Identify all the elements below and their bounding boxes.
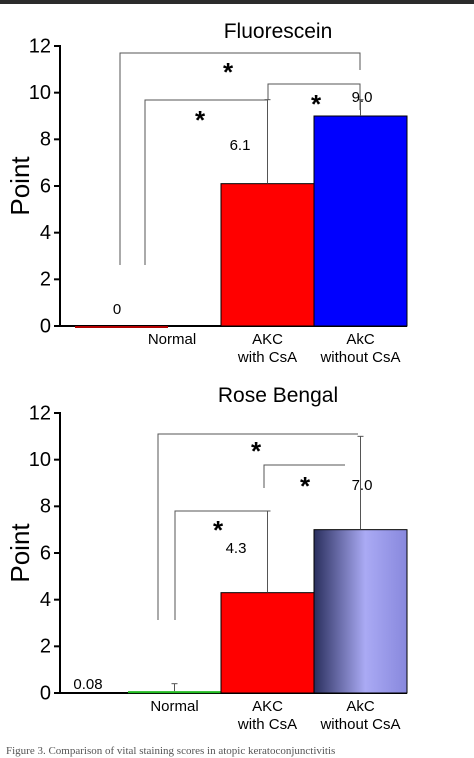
y-tick-label: 2 xyxy=(40,269,51,291)
significance-bracket xyxy=(263,464,345,488)
bar xyxy=(128,691,221,694)
y-tick-label: 12 xyxy=(29,35,51,57)
y-tick-label: 2 xyxy=(40,636,51,658)
fluorescein-chart: Fluorescein Point 0 2 4 6 8 10 12 * * * 0 6.1 9.0 Norma… xyxy=(5,20,408,366)
significance-star: * xyxy=(311,89,322,119)
significance-bracket xyxy=(174,510,268,620)
significance-star: * xyxy=(300,471,311,501)
bar xyxy=(313,529,408,694)
category-label: Normal xyxy=(150,698,198,715)
category-label: AKC xyxy=(252,331,283,348)
figure-caption: Figure 3. Comparison of vital staining s… xyxy=(6,745,336,757)
chart-title: Fluorescein xyxy=(224,20,333,43)
significance-star: * xyxy=(251,436,262,466)
category-label: AkC xyxy=(346,698,375,715)
significance-bracket xyxy=(144,99,268,265)
y-tick-label: 8 xyxy=(40,129,51,151)
category-label: Normal xyxy=(148,331,196,348)
bar xyxy=(220,183,315,327)
significance-star: * xyxy=(213,515,224,545)
y-axis-label: Point xyxy=(5,523,35,583)
category-label: with CsA xyxy=(237,349,297,366)
category-label: without CsA xyxy=(319,349,400,366)
y-tick-label: 10 xyxy=(29,82,51,104)
significance-star: * xyxy=(223,57,234,87)
y-tick-label: 4 xyxy=(40,589,51,611)
significance-star: * xyxy=(195,105,206,135)
chart-title: Rose Bengal xyxy=(218,384,338,407)
y-tick-label: 12 xyxy=(29,402,51,424)
data-label: 0 xyxy=(113,301,121,318)
rose-bengal-chart: Rose Bengal Point 0 2 4 6 8 10 12 * * * 0.08 4.3 7.0 No… xyxy=(5,384,408,733)
data-label: 7.0 xyxy=(352,477,373,494)
y-tick-label: 4 xyxy=(40,222,51,244)
y-tick-label: 8 xyxy=(40,496,51,518)
bar xyxy=(313,115,408,327)
y-tick-label: 0 xyxy=(40,315,51,337)
category-label: AKC xyxy=(252,698,283,715)
y-tick-label: 0 xyxy=(40,682,51,704)
significance-bracket xyxy=(157,433,358,620)
data-label: 4.3 xyxy=(226,540,247,557)
data-label: 9.0 xyxy=(352,89,373,106)
y-tick-label: 10 xyxy=(29,449,51,471)
bar xyxy=(220,592,315,694)
y-tick-label: 6 xyxy=(40,542,51,564)
significance-bracket xyxy=(119,52,361,265)
top-rule xyxy=(0,0,474,4)
y-tick-label: 6 xyxy=(40,175,51,197)
significance-bracket xyxy=(267,83,361,110)
bar xyxy=(75,326,168,328)
y-axis-label: Point xyxy=(5,156,35,216)
category-label: AkC xyxy=(346,331,375,348)
data-label: 6.1 xyxy=(230,137,251,154)
category-label: with CsA xyxy=(237,716,297,733)
category-label: without CsA xyxy=(319,716,400,733)
data-label: 0.08 xyxy=(73,676,102,693)
